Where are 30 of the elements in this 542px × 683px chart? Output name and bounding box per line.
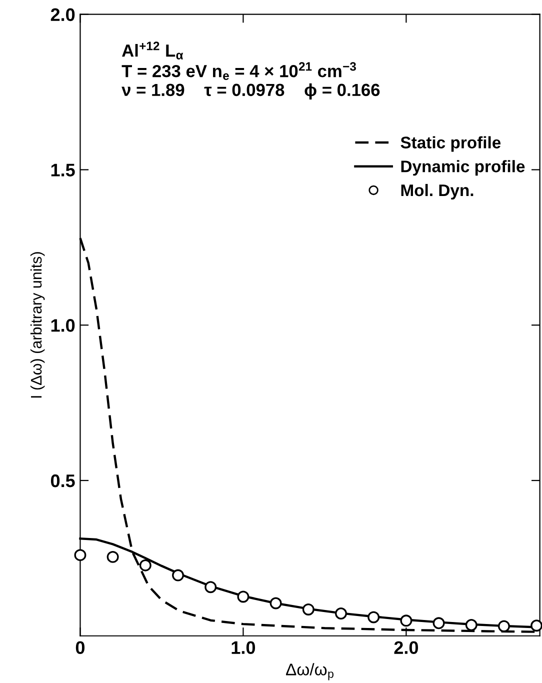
y-axis-title: I (Δω) (arbitrary units) xyxy=(30,252,45,398)
legend-label: Static profile xyxy=(400,136,501,152)
x-axis-title: Δω/ω$_{p}$ xyxy=(286,663,334,680)
point xyxy=(530,620,542,632)
point xyxy=(172,569,184,582)
x-tick-label: 1.0 xyxy=(232,641,256,654)
y-tick-label: 0.5 xyxy=(50,474,75,488)
x-tick-label: 0 xyxy=(76,641,84,654)
point xyxy=(335,608,347,620)
point xyxy=(237,590,250,603)
annotation: T = 233 eV n$_{e}$ = 4 × 10$^{21}$ cm$^{−3}$ xyxy=(122,62,356,80)
y-tick-label: 1.5 xyxy=(51,164,75,176)
point xyxy=(498,620,510,632)
point xyxy=(432,617,445,630)
legend-label: Mol. Dyn. xyxy=(401,184,474,200)
annotation: Al$^{+12}$ L$_{α}$ xyxy=(122,42,184,60)
point xyxy=(270,597,282,610)
legend-label: Dynamic profile xyxy=(401,160,525,176)
point xyxy=(368,611,380,624)
point xyxy=(465,619,478,631)
point xyxy=(204,581,217,594)
x-tick-label: 2.0 xyxy=(394,641,418,654)
y-tick-label: 1.0 xyxy=(51,319,75,332)
annotation: ν = 1.89 τ = 0.0978 ϕ = 0.166 xyxy=(122,83,380,100)
point xyxy=(106,550,119,563)
point xyxy=(139,559,152,572)
point xyxy=(74,549,86,562)
point xyxy=(302,603,314,616)
y-tick-label: 2.0 xyxy=(50,8,75,22)
point xyxy=(400,614,412,627)
